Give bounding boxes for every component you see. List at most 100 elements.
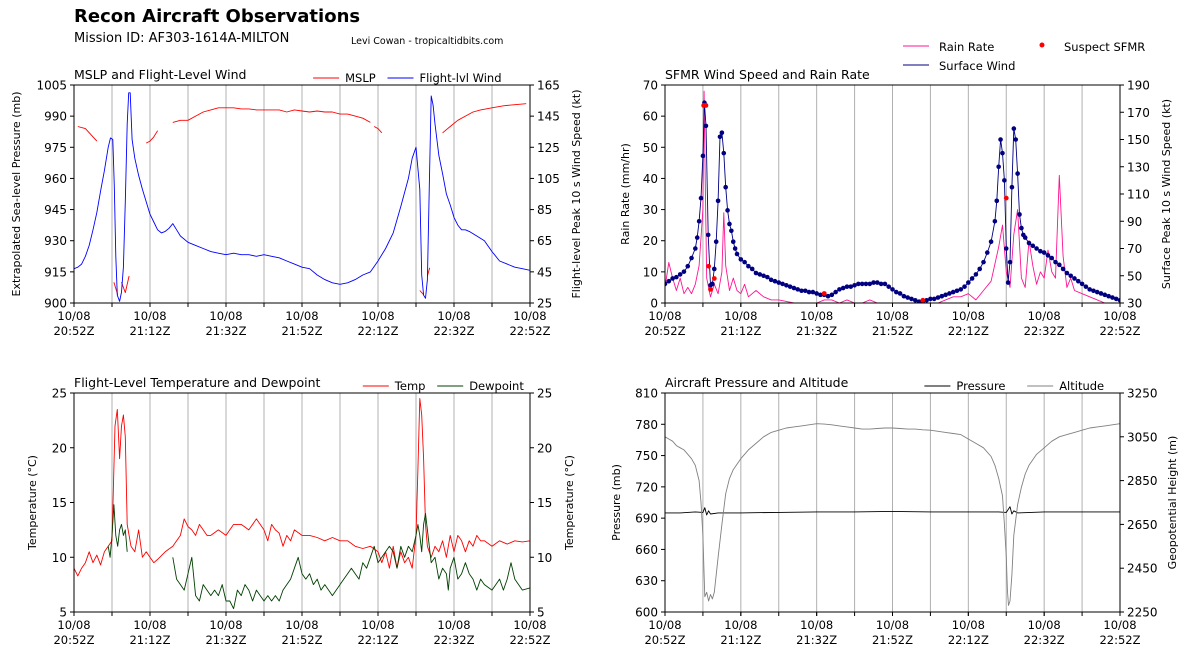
- y-tick-label-right: 85: [537, 203, 552, 217]
- data-layer: [665, 423, 1120, 606]
- series-point: [700, 153, 706, 159]
- y-tick-label-right: 125: [537, 141, 560, 155]
- y-tick-label-left: 720: [635, 480, 658, 494]
- series-point: [867, 281, 873, 287]
- series-point: [1106, 293, 1111, 299]
- series-point: [966, 280, 971, 285]
- suspect-point: [821, 291, 827, 296]
- series-point: [1009, 184, 1015, 190]
- y-tick-label-right: 25: [537, 387, 552, 401]
- x-tick-label: 10/08: [1103, 309, 1136, 323]
- series-line-mslp: [442, 103, 527, 134]
- series-point: [713, 239, 719, 244]
- figure-title: Recon Aircraft Observations: [74, 6, 361, 27]
- y-tick-label-right: 150: [1127, 133, 1150, 147]
- y-tick-label-right: 2650: [1127, 518, 1158, 532]
- series-point: [1013, 137, 1019, 142]
- series-point: [1072, 276, 1077, 281]
- series-point: [681, 269, 687, 274]
- series-point: [1083, 284, 1089, 289]
- x-tick-label: 20:52Z: [644, 324, 685, 338]
- y-axis-label-right: Flight-level Peak 10 s Wind Speed (kt): [570, 89, 583, 298]
- x-tick-label: 22:12Z: [948, 633, 989, 647]
- series-point: [729, 228, 734, 234]
- series-point: [1113, 296, 1119, 302]
- y-tick-label-left: 60: [643, 110, 658, 124]
- y-tick-label-right: 2850: [1127, 474, 1158, 488]
- x-tick-label: 21:12Z: [720, 633, 761, 647]
- y-tick-label-right: 50: [1127, 269, 1142, 283]
- y-tick-label-left: 915: [44, 265, 67, 279]
- series-point: [962, 284, 967, 289]
- series-point: [935, 295, 941, 300]
- x-tick-label: 10/08: [1028, 618, 1061, 632]
- x-tick-label: 10/08: [209, 309, 242, 323]
- series-point: [998, 137, 1003, 142]
- series-point: [909, 296, 914, 302]
- credit-text: Levi Cowan - tropicaltidbits.com: [351, 36, 504, 47]
- series-point: [931, 296, 937, 302]
- series-point: [665, 281, 668, 287]
- series-point: [924, 297, 929, 303]
- series-point: [1057, 262, 1062, 268]
- series-point: [1102, 292, 1108, 298]
- series-point: [1117, 297, 1120, 303]
- y-tick-label-right: 15: [537, 496, 552, 510]
- series-line-rain-rate: [665, 90, 1120, 303]
- series-point: [772, 278, 778, 284]
- legend-label: Dewpoint: [469, 379, 524, 393]
- y-tick-label-right: 70: [1127, 242, 1142, 256]
- y-tick-label-left: 990: [44, 110, 67, 124]
- legend-label: Flight-lvl Wind: [420, 71, 502, 85]
- x-tick-label: 21:32Z: [796, 324, 837, 338]
- y-tick-label-left: 1005: [36, 79, 67, 93]
- series-point: [765, 274, 770, 280]
- series-point: [950, 289, 956, 295]
- series-point: [666, 278, 672, 284]
- series-point: [1034, 246, 1039, 251]
- x-tick-label: 22:32Z: [433, 324, 474, 338]
- x-tick-label: 10/08: [952, 309, 985, 323]
- series-point: [928, 296, 933, 302]
- y-tick-label-left: 930: [44, 234, 67, 248]
- series-point: [715, 198, 721, 204]
- y-tick-label-left: 780: [635, 418, 658, 432]
- y-tick-label-left: 10: [643, 265, 658, 279]
- y-tick-label-left: 690: [635, 512, 658, 526]
- x-tick-label: 21:32Z: [205, 633, 246, 647]
- series-point: [1030, 243, 1036, 249]
- mission-id: Mission ID: AF303-1614A-MILTON: [74, 31, 290, 46]
- series-point: [1003, 246, 1009, 251]
- series-point: [1017, 212, 1022, 217]
- series-point: [705, 232, 711, 238]
- series-point: [776, 280, 782, 285]
- x-tick-label: 22:52Z: [509, 324, 550, 338]
- x-tick-label: 22:52Z: [1099, 633, 1140, 647]
- x-tick-label: 10/08: [800, 309, 833, 323]
- x-tick-label: 10/08: [648, 309, 681, 323]
- series-point: [897, 291, 903, 296]
- series-point: [1022, 235, 1028, 240]
- y-tick-label-right: 90: [1127, 215, 1142, 229]
- series-point: [799, 288, 804, 294]
- y-tick-label-right: 190: [1127, 79, 1150, 93]
- y-tick-label-left: 25: [52, 387, 67, 401]
- series-point: [943, 292, 948, 298]
- x-tick-label: 20:52Z: [53, 633, 94, 647]
- series-point: [947, 291, 952, 296]
- x-tick-label: 10/08: [361, 309, 394, 323]
- series-point: [1038, 248, 1043, 254]
- series-point: [988, 239, 994, 244]
- series-point: [1079, 281, 1085, 287]
- series-point: [1110, 295, 1115, 300]
- series-point: [1075, 278, 1081, 284]
- series-line-flight-lvl-wind: [74, 92, 530, 302]
- series-point: [757, 272, 763, 277]
- panel-title: Flight-Level Temperature and Dewpoint: [74, 375, 321, 390]
- y-tick-label-left: 5: [59, 606, 67, 620]
- series-line-mslp: [145, 130, 158, 144]
- x-tick-label: 22:32Z: [1024, 633, 1065, 647]
- series-point: [1007, 259, 1013, 265]
- legend-label: Suspect SFMR: [1064, 40, 1145, 54]
- series-point: [795, 287, 801, 292]
